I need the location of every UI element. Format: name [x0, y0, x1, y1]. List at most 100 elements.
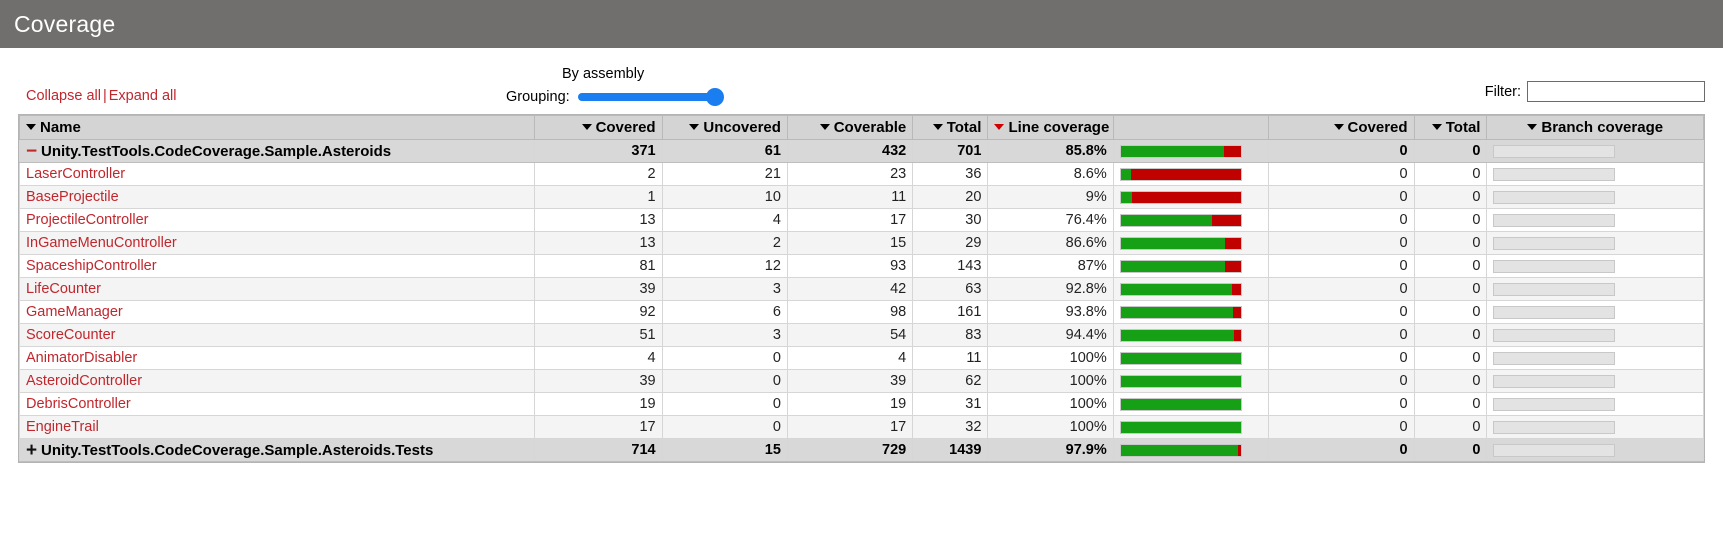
cell-name[interactable]: DebrisController — [19, 392, 535, 416]
table-row[interactable]: SpaceshipController 81 12 93 143 87% 0 0 — [19, 254, 1704, 278]
class-name-link[interactable]: ScoreCounter — [26, 327, 116, 343]
cell-covered: 17 — [533, 415, 663, 439]
col-header-branch-total[interactable]: Total — [1413, 115, 1488, 140]
cell-name[interactable]: AnimatorDisabler — [19, 346, 535, 370]
table-row[interactable]: EngineTrail 17 0 17 32 100% 0 0 — [19, 415, 1704, 439]
col-header-name-label: Name — [40, 119, 81, 136]
bar-uncovered-segment — [1212, 214, 1241, 226]
col-header-total-label: Total — [946, 119, 982, 136]
cell-uncovered: 0 — [661, 369, 788, 393]
cell-line-coverage: 100% — [987, 369, 1114, 393]
table-group-row[interactable]: + Unity.TestTools.CodeCoverage.Sample.Ast… — [19, 438, 1704, 462]
table-row[interactable]: LifeCounter 39 3 42 63 92.8% 0 0 — [19, 277, 1704, 301]
col-header-branch-covered[interactable]: Covered — [1267, 115, 1415, 140]
table-row[interactable]: ScoreCounter 51 3 54 83 94.4% 0 0 — [19, 323, 1704, 347]
cell-total: 36 — [912, 162, 989, 186]
cell-name[interactable]: − Unity.TestTools.CodeCoverage.Sample.Ast… — [19, 139, 535, 163]
col-header-covered[interactable]: Covered — [533, 115, 663, 140]
bar-covered-segment — [1120, 237, 1225, 249]
cell-line-coverage: 76.4% — [987, 208, 1114, 232]
sort-arrow-icon — [932, 124, 943, 130]
cell-name[interactable]: InGameMenuController — [19, 231, 535, 255]
col-header-branch-coverage[interactable]: Branch coverage — [1486, 115, 1704, 140]
class-name-link[interactable]: LifeCounter — [26, 281, 101, 297]
col-header-coverable[interactable]: Coverable — [786, 115, 914, 140]
line-coverage-bar — [1119, 351, 1242, 365]
cell-name[interactable]: LaserController — [19, 162, 535, 186]
cell-name[interactable]: ScoreCounter — [19, 323, 535, 347]
sort-arrow-icon — [689, 124, 700, 130]
cell-uncovered: 10 — [661, 185, 788, 209]
branch-coverage-bar — [1493, 213, 1616, 227]
col-header-total[interactable]: Total — [912, 115, 989, 140]
collapse-expand-links: Collapse all | Expand all — [26, 88, 176, 104]
col-header-coverable-label: Coverable — [833, 119, 907, 136]
class-name-link[interactable]: AsteroidController — [26, 373, 143, 389]
cell-name[interactable]: BaseProjectile — [19, 185, 535, 209]
coverage-table-container: Name Covered Uncovered Coverable Total L… — [18, 114, 1705, 463]
col-header-name[interactable]: Name — [19, 115, 535, 140]
bar-uncovered-segment — [1225, 260, 1241, 272]
table-row[interactable]: BaseProjectile 1 10 11 20 9% 0 0 — [19, 185, 1704, 209]
expand-icon[interactable]: + — [26, 439, 38, 461]
bar-covered-segment — [1120, 306, 1234, 318]
cell-branch-coverage-bar — [1486, 208, 1704, 232]
filter-input[interactable] — [1527, 81, 1705, 102]
table-row[interactable]: AnimatorDisabler 4 0 4 11 100% 0 0 — [19, 346, 1704, 370]
table-row[interactable]: ProjectileController 13 4 17 30 76.4% 0 0 — [19, 208, 1704, 232]
cell-covered: 4 — [533, 346, 663, 370]
class-name-link[interactable]: DebrisController — [26, 396, 131, 412]
class-name-link[interactable]: BaseProjectile — [26, 189, 119, 205]
sort-arrow-icon — [581, 124, 592, 130]
coverage-table: Name Covered Uncovered Coverable Total L… — [19, 115, 1704, 462]
table-row[interactable]: GameManager 92 6 98 161 93.8% 0 0 — [19, 300, 1704, 324]
branch-coverage-bar — [1493, 351, 1616, 365]
table-row[interactable]: DebrisController 19 0 19 31 100% 0 0 — [19, 392, 1704, 416]
slider-thumb[interactable] — [705, 88, 724, 106]
expand-all-link[interactable]: Expand all — [108, 88, 177, 104]
cell-total: 161 — [912, 300, 989, 324]
cell-line-coverage-bar — [1112, 323, 1269, 347]
table-row[interactable]: InGameMenuController 13 2 15 29 86.6% 0 0 — [19, 231, 1704, 255]
cell-branch-total: 0 — [1413, 277, 1488, 301]
collapse-icon[interactable]: − — [26, 140, 38, 162]
cell-line-coverage: 8.6% — [987, 162, 1114, 186]
table-group-row[interactable]: − Unity.TestTools.CodeCoverage.Sample.Ast… — [19, 139, 1704, 163]
table-row[interactable]: AsteroidController 39 0 39 62 100% 0 0 — [19, 369, 1704, 393]
cell-line-coverage-bar — [1112, 346, 1269, 370]
cell-name[interactable]: + Unity.TestTools.CodeCoverage.Sample.Ast… — [19, 438, 535, 462]
cell-line-coverage-bar — [1112, 300, 1269, 324]
class-name-link[interactable]: GameManager — [26, 304, 123, 320]
cell-branch-covered: 0 — [1267, 300, 1415, 324]
cell-name[interactable]: SpaceshipController — [19, 254, 535, 278]
class-name-link[interactable]: InGameMenuController — [26, 235, 177, 251]
cell-coverable: 432 — [786, 139, 914, 163]
cell-name[interactable]: AsteroidController — [19, 369, 535, 393]
collapse-all-link[interactable]: Collapse all — [26, 88, 101, 104]
class-name-link[interactable]: ProjectileController — [26, 212, 149, 228]
cell-name[interactable]: EngineTrail — [19, 415, 535, 439]
cell-name[interactable]: GameManager — [19, 300, 535, 324]
table-row[interactable]: LaserController 2 21 23 36 8.6% 0 0 — [19, 162, 1704, 186]
cell-branch-covered: 0 — [1267, 415, 1415, 439]
cell-branch-total: 0 — [1413, 369, 1488, 393]
branch-coverage-bar — [1493, 420, 1616, 434]
cell-line-coverage: 9% — [987, 185, 1114, 209]
cell-line-coverage-bar — [1112, 231, 1269, 255]
cell-covered: 13 — [533, 231, 663, 255]
cell-line-coverage-bar — [1112, 277, 1269, 301]
cell-name[interactable]: ProjectileController — [19, 208, 535, 232]
class-name-link[interactable]: EngineTrail — [26, 419, 99, 435]
col-header-uncovered[interactable]: Uncovered — [661, 115, 788, 140]
bar-uncovered-segment — [1233, 306, 1241, 318]
col-header-line-coverage[interactable]: Line coverage — [987, 115, 1114, 140]
grouping-slider[interactable] — [577, 87, 724, 107]
cell-total: 62 — [912, 369, 989, 393]
class-name-link[interactable]: SpaceshipController — [26, 258, 157, 274]
class-name-link[interactable]: AnimatorDisabler — [26, 350, 138, 366]
cell-line-coverage-bar — [1112, 392, 1269, 416]
cell-branch-covered: 0 — [1267, 208, 1415, 232]
cell-name[interactable]: LifeCounter — [19, 277, 535, 301]
class-name-link[interactable]: LaserController — [26, 166, 126, 182]
cell-coverable: 729 — [786, 438, 914, 462]
